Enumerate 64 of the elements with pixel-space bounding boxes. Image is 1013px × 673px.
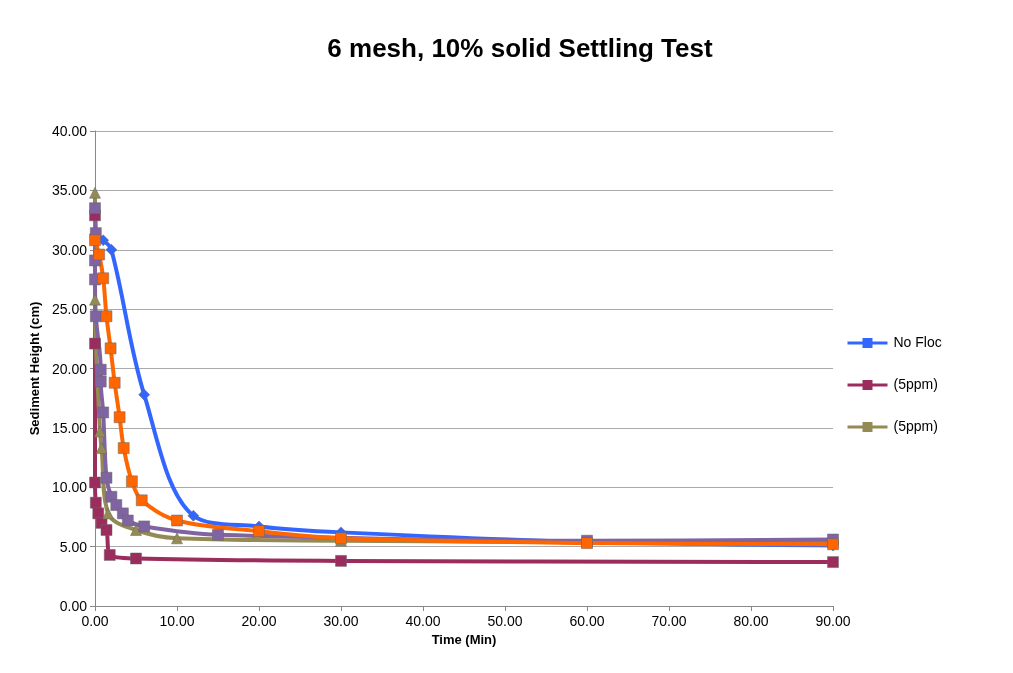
- y-tick-label: 30.00: [51, 241, 88, 258]
- point: [335, 555, 347, 567]
- point: [130, 524, 142, 536]
- point: [113, 411, 126, 423]
- point: [94, 363, 107, 376]
- y-tick-label: 25.00: [51, 301, 88, 318]
- point: [94, 425, 106, 438]
- point: [212, 529, 224, 541]
- point: [827, 556, 839, 568]
- point: [100, 524, 113, 536]
- point: [93, 248, 105, 261]
- x-axis-title: Time (Min): [431, 631, 497, 647]
- point: [104, 549, 116, 561]
- point: [94, 375, 107, 388]
- point: [97, 272, 109, 284]
- point: [117, 442, 130, 454]
- point: [89, 476, 101, 489]
- point: [89, 202, 101, 214]
- point: [89, 293, 101, 306]
- x-tick-label: 10.00: [159, 613, 195, 629]
- point: [187, 510, 200, 522]
- point: [90, 496, 102, 509]
- chart-title: 6 mesh, 10% solid Settling Test: [327, 33, 713, 63]
- point: [90, 310, 102, 322]
- y-axis-title: Sediment Height (cm): [27, 301, 43, 436]
- x-tick-label: 0.00: [81, 613, 109, 629]
- legend-label: (5ppm): [893, 376, 938, 392]
- y-tick-label: 40.00: [51, 123, 88, 139]
- y-tick-label: 35.00: [51, 182, 88, 199]
- point: [253, 525, 265, 537]
- legend-label: (5ppm): [893, 418, 938, 434]
- point: [105, 244, 118, 256]
- x-tick-label: 70.00: [651, 613, 687, 629]
- x-tick-label: 20.00: [241, 613, 277, 629]
- point: [138, 520, 150, 533]
- y-tick-label: 10.00: [51, 479, 88, 496]
- point: [102, 507, 114, 520]
- x-tick-label: 40.00: [405, 613, 441, 629]
- point: [135, 494, 148, 507]
- point: [104, 342, 117, 355]
- point: [130, 552, 142, 565]
- point: [108, 377, 121, 389]
- point: [122, 514, 134, 527]
- x-tick-label: 90.00: [815, 613, 851, 629]
- x-tick-label: 80.00: [733, 613, 769, 629]
- y-tick-label: 20.00: [51, 360, 88, 377]
- point: [171, 532, 183, 545]
- y-tick-label: 15.00: [51, 419, 88, 436]
- legend-label: No Floc: [893, 334, 942, 350]
- y-tick-label: 5.00: [59, 538, 88, 555]
- point: [100, 310, 113, 322]
- x-tick-label: 30.00: [323, 613, 359, 629]
- point: [100, 472, 113, 484]
- point: [138, 388, 150, 401]
- point: [95, 442, 108, 454]
- point: [89, 234, 101, 246]
- x-tick-label: 50.00: [487, 613, 523, 629]
- point: [97, 406, 109, 419]
- y-tick-label: 0.00: [59, 598, 88, 614]
- point: [89, 337, 101, 350]
- point: [126, 475, 138, 488]
- point: [171, 514, 183, 527]
- x-tick-label: 60.00: [569, 613, 605, 629]
- point: [89, 187, 101, 199]
